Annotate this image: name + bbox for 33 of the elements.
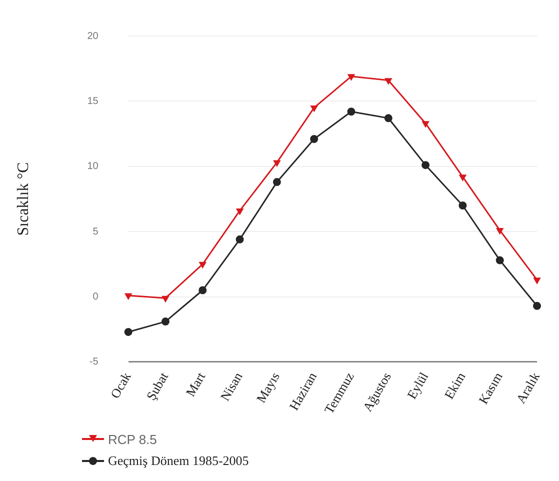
y-tick-label: -5	[89, 356, 99, 368]
y-tick-label: 20	[87, 30, 99, 42]
point	[199, 262, 206, 268]
point	[496, 228, 504, 234]
legend-label: Geçmiş Dönem 1985-2005	[108, 453, 249, 469]
point	[384, 114, 392, 122]
point	[273, 160, 280, 166]
point	[198, 286, 207, 294]
point	[459, 174, 466, 181]
point	[236, 235, 244, 244]
y-axis-title: Sıcaklık °C	[14, 162, 32, 236]
point	[236, 208, 244, 215]
point	[422, 161, 430, 170]
legend-label: RCP 8.5	[108, 432, 157, 446]
point	[162, 296, 170, 302]
point	[533, 278, 541, 284]
y-tick-label: 10	[87, 161, 99, 172]
point	[124, 293, 132, 300]
y-tick-label: 0	[92, 292, 99, 303]
point	[496, 256, 504, 264]
point	[161, 318, 170, 326]
y-tick-label: 5	[92, 226, 99, 238]
point	[347, 108, 356, 116]
point	[124, 328, 132, 336]
point	[422, 121, 430, 128]
point	[310, 105, 318, 112]
point	[272, 178, 281, 186]
point	[348, 74, 355, 80]
point	[458, 202, 467, 210]
point	[310, 135, 318, 144]
y-tick-label: 15	[87, 96, 99, 107]
point	[384, 78, 392, 84]
point	[533, 302, 541, 310]
